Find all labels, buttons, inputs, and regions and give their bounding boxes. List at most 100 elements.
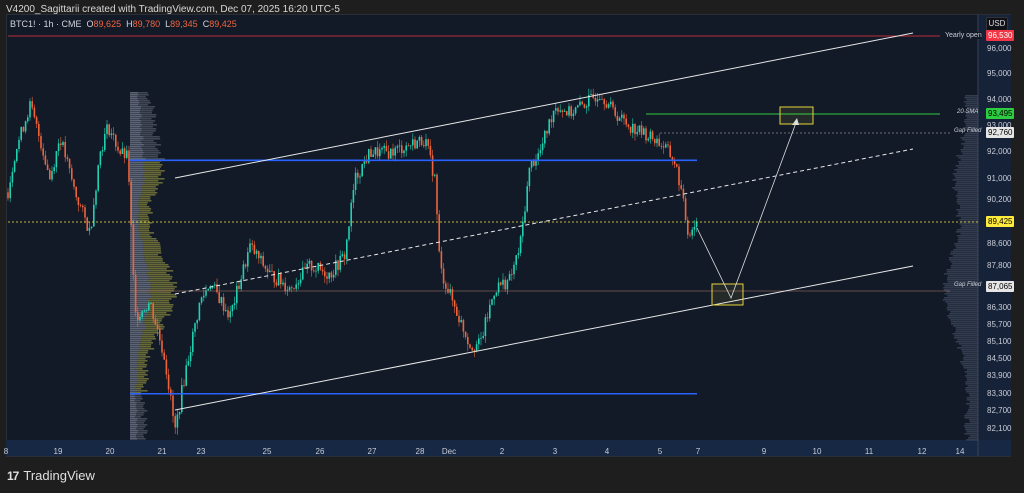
volume-profile-bar <box>138 216 149 218</box>
volume-profile-bar <box>130 356 140 358</box>
candle-body <box>365 161 368 163</box>
candle-body <box>436 174 438 215</box>
right-volume-profile-bar <box>962 353 978 355</box>
candle-body <box>427 139 429 146</box>
low-label: L <box>165 19 171 29</box>
candle-body <box>579 101 581 106</box>
right-volume-profile-bar <box>958 237 978 239</box>
right-volume-profile-bar <box>965 383 978 385</box>
right-volume-profile-bar <box>948 317 978 319</box>
right-volume-profile-bar <box>960 159 978 161</box>
candle-body <box>363 161 366 165</box>
candle-body <box>581 101 583 105</box>
right-volume-profile-bar <box>958 157 978 159</box>
candle-body <box>552 110 555 123</box>
candle-body <box>588 95 590 107</box>
right-volume-profile-bar <box>955 329 978 331</box>
right-volume-profile-bar <box>955 245 978 247</box>
right-volume-profile-bar <box>953 337 978 339</box>
candle-body <box>583 104 586 108</box>
right-volume-profile-bar <box>960 233 978 235</box>
volume-profile-bar <box>130 398 136 400</box>
volume-profile-bar <box>130 322 144 324</box>
candle-body <box>596 99 599 102</box>
candle-body <box>603 99 605 105</box>
candle-body <box>451 289 454 301</box>
volume-profile-bar <box>141 194 156 196</box>
volume-profile-bar <box>143 152 161 154</box>
chart-panel[interactable] <box>6 14 1011 457</box>
volume-profile-bar <box>141 130 156 132</box>
candle-body <box>522 221 524 237</box>
open-label: O <box>86 19 94 29</box>
right-volume-profile-bar <box>965 95 978 97</box>
right-volume-profile-bar <box>962 365 978 367</box>
candle-body <box>372 154 374 157</box>
candle-body <box>286 289 289 292</box>
right-volume-profile-bar <box>966 397 978 399</box>
candle-body <box>471 347 473 351</box>
currency-button[interactable]: USD <box>986 17 1008 31</box>
candle-body <box>161 340 163 353</box>
candle-body <box>385 145 388 152</box>
volume-profile-bar <box>145 326 165 328</box>
right-volume-profile-bar <box>964 423 978 425</box>
candle-body <box>601 98 603 100</box>
volume-profile-bar <box>136 436 144 438</box>
volume-profile-bar <box>130 408 137 410</box>
volume-profile-bar <box>130 410 138 412</box>
candle-body <box>669 145 671 158</box>
candle-body <box>77 197 80 206</box>
volume-profile-bar <box>130 434 136 436</box>
candle-body <box>264 265 267 269</box>
volume-profile-bar <box>139 210 151 212</box>
candle-body <box>108 124 110 136</box>
volume-profile-bar <box>130 158 146 160</box>
volume-profile-bar <box>137 382 147 384</box>
right-volume-profile-bar <box>944 273 978 275</box>
candle-body <box>464 331 467 337</box>
volume-profile-bar <box>138 100 150 102</box>
candle-body <box>194 323 196 332</box>
candle-body <box>141 311 143 317</box>
candle-body <box>577 105 579 108</box>
right-volume-profile-bar <box>957 213 978 215</box>
right-volume-profile-bar <box>950 319 978 321</box>
right-volume-profile-bar <box>965 115 978 117</box>
volume-profile-bar <box>130 142 142 144</box>
right-volume-profile-bar <box>947 315 978 317</box>
candle-body <box>541 143 544 151</box>
volume-profile-bar <box>142 240 158 242</box>
volume-profile-bar <box>130 138 144 140</box>
date-tick-label: 9 <box>761 447 767 456</box>
volume-profile-bar <box>135 368 143 370</box>
price-tick-label: 88,600 <box>987 238 1012 248</box>
candle-body <box>467 336 469 345</box>
volume-profile-bar <box>144 256 162 258</box>
right-volume-profile-bar <box>965 123 978 125</box>
candle-body <box>167 374 170 390</box>
candle-body <box>22 127 25 132</box>
volume-profile-bar <box>130 294 151 296</box>
right-volume-profile-bar <box>966 369 978 371</box>
right-volume-profile-bar <box>962 139 978 141</box>
right-volume-profile-bar <box>951 323 978 325</box>
volume-profile-bar <box>130 352 138 354</box>
volume-profile-bar <box>139 356 151 358</box>
volume-profile-bar <box>130 128 142 130</box>
candle-body <box>79 205 82 206</box>
candle-body <box>563 111 566 113</box>
volume-profile-bar <box>145 316 165 318</box>
right-volume-profile-bar <box>966 399 978 401</box>
right-volume-profile-bar <box>965 375 978 377</box>
candle-body <box>110 133 113 136</box>
symbol-label[interactable]: BTC1! · 1h · CME <box>10 19 82 29</box>
candle-body <box>189 352 192 362</box>
candle-body <box>695 221 698 227</box>
volume-profile-bar <box>130 106 142 108</box>
volume-profile-bar <box>130 252 145 254</box>
price-line-label: Yearly open <box>945 31 982 39</box>
candle-body <box>196 320 198 324</box>
volume-profile-bar <box>130 144 144 146</box>
